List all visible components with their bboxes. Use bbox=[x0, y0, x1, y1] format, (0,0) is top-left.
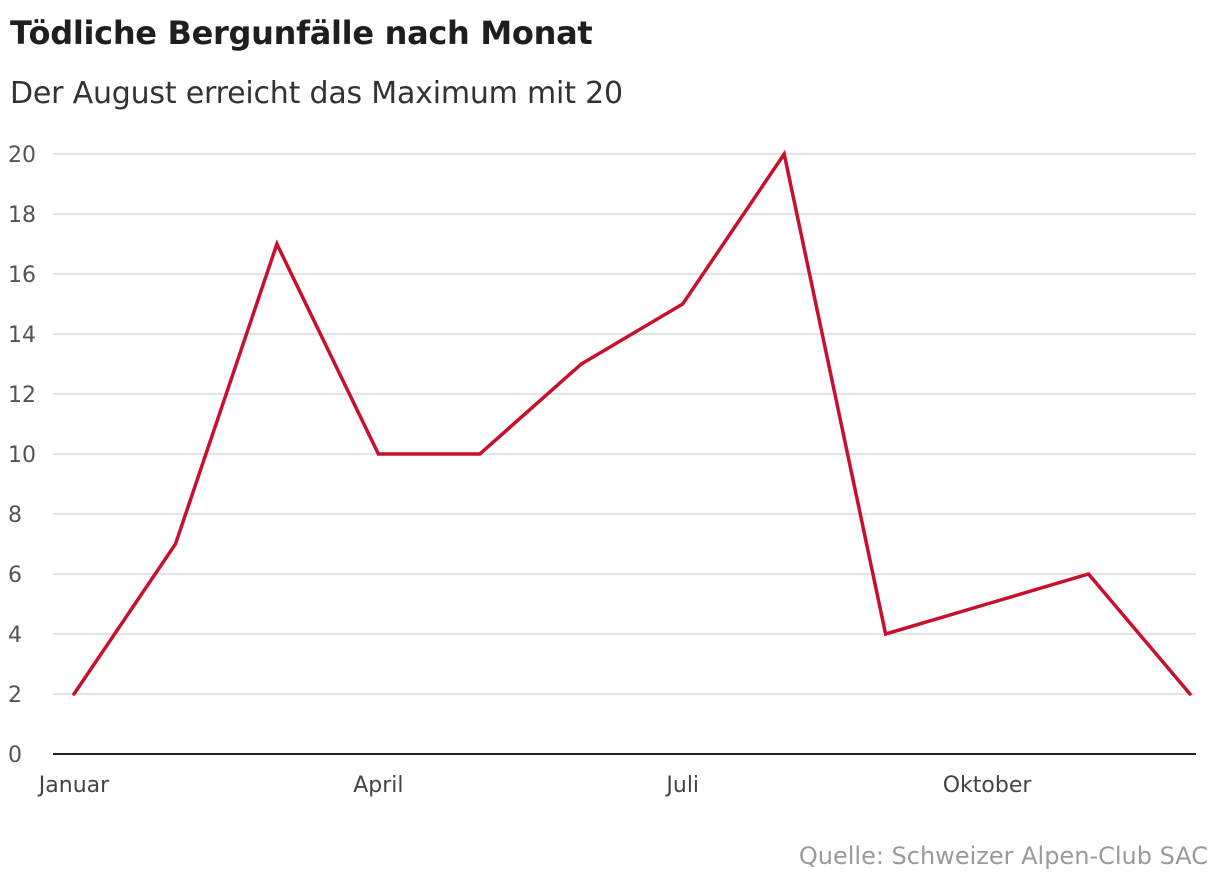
y-tick-label: 2 bbox=[8, 683, 22, 708]
x-tick-label: Juli bbox=[664, 773, 699, 798]
x-axis-ticks: Januar April Juli Oktober bbox=[37, 773, 1033, 798]
x-tick-label: Januar bbox=[37, 773, 110, 798]
data-point bbox=[782, 152, 786, 156]
y-tick-label: 8 bbox=[8, 503, 22, 528]
data-point bbox=[478, 452, 482, 456]
y-tick-label: 14 bbox=[8, 323, 36, 348]
y-tick-label: 12 bbox=[8, 383, 36, 408]
data-point bbox=[376, 452, 380, 456]
grid-lines bbox=[53, 153, 1196, 695]
source-note: Quelle: Schweizer Alpen-Club SAC bbox=[798, 842, 1208, 870]
chart-title: Tödliche Bergunfälle nach Monat bbox=[10, 14, 593, 52]
data-point bbox=[72, 692, 76, 696]
data-point bbox=[985, 602, 989, 606]
y-tick-label: 10 bbox=[8, 443, 36, 468]
data-point bbox=[579, 362, 583, 366]
series-group bbox=[72, 149, 1192, 696]
x-tick-label: Oktober bbox=[943, 773, 1033, 798]
y-tick-label: 20 bbox=[8, 143, 36, 168]
y-tick-label: 16 bbox=[8, 263, 36, 288]
data-point bbox=[681, 302, 685, 306]
y-tick-label: 4 bbox=[8, 623, 22, 648]
series-line bbox=[72, 149, 1192, 696]
chart-subtitle: Der August erreicht das Maximum mit 20 bbox=[10, 76, 623, 111]
data-point bbox=[884, 632, 888, 636]
x-tick-label: April bbox=[353, 773, 403, 798]
data-point bbox=[1188, 692, 1192, 696]
y-tick-label: 18 bbox=[8, 203, 36, 228]
data-point bbox=[173, 542, 177, 546]
y-tick-label: 6 bbox=[8, 563, 22, 588]
y-tick-label: 0 bbox=[8, 743, 22, 768]
data-point bbox=[275, 242, 279, 246]
data-point bbox=[1087, 572, 1091, 576]
y-axis-ticks: 0 2 4 6 8 10 12 14 16 18 20 bbox=[8, 143, 36, 768]
